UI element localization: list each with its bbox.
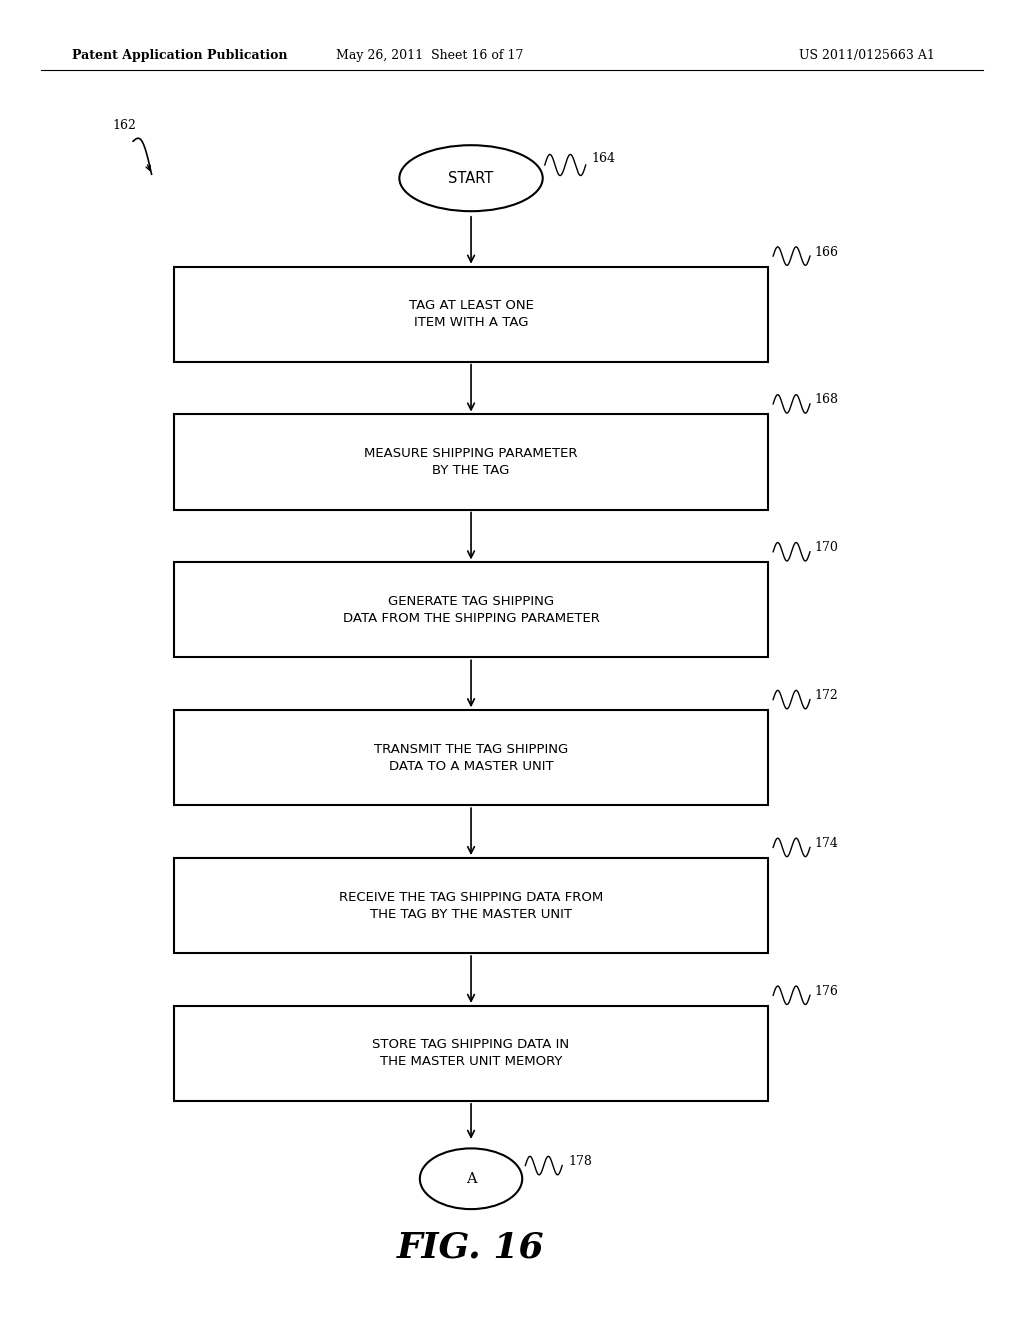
Text: 178: 178 [568, 1155, 592, 1168]
Text: 166: 166 [814, 246, 838, 259]
Text: 176: 176 [814, 985, 838, 998]
Text: 168: 168 [814, 393, 838, 407]
Text: 172: 172 [814, 689, 838, 702]
Text: 164: 164 [592, 152, 615, 165]
Text: START: START [449, 170, 494, 186]
Text: TAG AT LEAST ONE
ITEM WITH A TAG: TAG AT LEAST ONE ITEM WITH A TAG [409, 300, 534, 329]
Text: RECEIVE THE TAG SHIPPING DATA FROM
THE TAG BY THE MASTER UNIT: RECEIVE THE TAG SHIPPING DATA FROM THE T… [339, 891, 603, 920]
Text: May 26, 2011  Sheet 16 of 17: May 26, 2011 Sheet 16 of 17 [337, 49, 523, 62]
Text: FIG. 16: FIG. 16 [397, 1230, 545, 1265]
Text: 174: 174 [814, 837, 838, 850]
Text: 170: 170 [814, 541, 838, 554]
Text: 162: 162 [113, 119, 136, 132]
Text: TRANSMIT THE TAG SHIPPING
DATA TO A MASTER UNIT: TRANSMIT THE TAG SHIPPING DATA TO A MAST… [374, 743, 568, 772]
Text: Patent Application Publication: Patent Application Publication [72, 49, 287, 62]
Text: A: A [466, 1172, 476, 1185]
Text: US 2011/0125663 A1: US 2011/0125663 A1 [799, 49, 935, 62]
Text: MEASURE SHIPPING PARAMETER
BY THE TAG: MEASURE SHIPPING PARAMETER BY THE TAG [365, 447, 578, 477]
Text: STORE TAG SHIPPING DATA IN
THE MASTER UNIT MEMORY: STORE TAG SHIPPING DATA IN THE MASTER UN… [373, 1039, 569, 1068]
Text: GENERATE TAG SHIPPING
DATA FROM THE SHIPPING PARAMETER: GENERATE TAG SHIPPING DATA FROM THE SHIP… [343, 595, 599, 624]
